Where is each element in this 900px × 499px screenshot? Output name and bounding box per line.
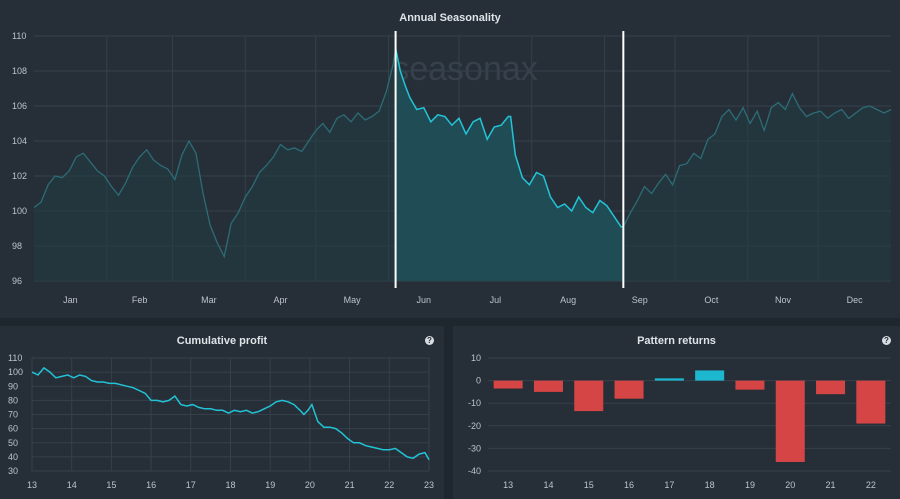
x-tick-label: 14 <box>67 480 77 490</box>
y-tick-label: 80 <box>8 395 18 405</box>
x-tick-label: 15 <box>106 480 116 490</box>
y-tick-label: 40 <box>8 452 18 462</box>
x-tick-label: Oct <box>704 295 719 305</box>
pattern-returns-chart: -40 -30 -20 -10 0 10 13 14 15 16 17 18 19 20 21 22 <box>468 353 891 490</box>
x-tick-label: 21 <box>826 480 836 490</box>
y-tick-label: 10 <box>471 353 481 363</box>
x-tick-label: 18 <box>225 480 235 490</box>
pattern-bar <box>574 380 604 412</box>
y-tick-label: -40 <box>468 466 481 476</box>
y-tick-label: 100 <box>12 206 27 216</box>
x-tick-label: 17 <box>664 480 674 490</box>
question-circle-icon[interactable]: ? <box>882 336 891 345</box>
x-tick-label: May <box>344 295 362 305</box>
x-tick-label: Feb <box>132 295 148 305</box>
x-tick-label: 20 <box>305 480 315 490</box>
y-tick-label: 70 <box>8 410 18 420</box>
x-tick-label: 13 <box>503 480 513 490</box>
x-tick-label: 20 <box>785 480 795 490</box>
y-tick-label: 98 <box>12 241 22 251</box>
y-tick-label: 96 <box>12 276 22 286</box>
x-tick-label: Sep <box>632 295 648 305</box>
x-tick-label: 13 <box>27 480 37 490</box>
y-tick-label: -10 <box>468 398 481 408</box>
y-tick-label: 110 <box>8 353 22 363</box>
y-tick-label: 108 <box>12 66 27 76</box>
x-tick-label: 14 <box>543 480 553 490</box>
pattern-bar <box>775 380 805 462</box>
y-tick-label: 102 <box>12 171 27 181</box>
y-tick-label: 50 <box>8 438 18 448</box>
x-tick-label: 19 <box>265 480 275 490</box>
pattern-bar <box>493 380 523 389</box>
pattern-bar <box>856 380 886 424</box>
x-tick-label: 16 <box>146 480 156 490</box>
x-tick-label: 16 <box>624 480 634 490</box>
x-tick-label: Jun <box>417 295 432 305</box>
pattern-bar <box>816 380 846 395</box>
y-tick-label: 30 <box>8 466 18 476</box>
x-tick-label: 23 <box>424 480 434 490</box>
pattern-bar <box>654 378 684 381</box>
question-circle-icon[interactable]: ? <box>425 336 434 345</box>
x-tick-label: Apr <box>274 295 288 305</box>
x-tick-label: Nov <box>775 295 792 305</box>
y-tick-label: -30 <box>468 443 481 453</box>
x-tick-label: Jan <box>63 295 78 305</box>
pattern-bar <box>735 380 765 390</box>
y-tick-label: 0 <box>476 376 481 386</box>
cumulative-profit-chart: 30 40 50 60 70 80 90 100 110 13 14 15 16 17 18 19 20 21 22… <box>8 353 434 490</box>
y-tick-label: 106 <box>12 101 27 111</box>
selected-line <box>395 48 624 228</box>
watermark: seasonax <box>392 50 538 88</box>
pattern-bar <box>533 380 563 392</box>
x-tick-label: Jul <box>490 295 502 305</box>
y-tick-label: 100 <box>8 367 23 377</box>
x-tick-label: 18 <box>705 480 715 490</box>
cumulative-profit-line <box>31 366 430 461</box>
x-tick-label: Mar <box>201 295 217 305</box>
y-tick-label: -20 <box>468 421 481 431</box>
x-tick-label: 22 <box>866 480 876 490</box>
x-tick-label: 21 <box>345 480 355 490</box>
y-tick-label: 104 <box>12 136 27 146</box>
x-tick-label: 17 <box>186 480 196 490</box>
y-tick-label: 60 <box>8 424 18 434</box>
annual-seasonality-chart: seasonax 96 98 100 102 104 106 108 110 Jan Feb Mar A… <box>12 31 892 305</box>
y-tick-label: 90 <box>8 381 18 391</box>
pattern-bar <box>614 380 644 399</box>
x-tick-label: 15 <box>584 480 594 490</box>
x-tick-label: 19 <box>745 480 755 490</box>
cumulative-profit-panel: Cumulative profit ? 30 40 50 60 70 80 90 100 110… <box>0 326 444 499</box>
pattern-bar <box>695 370 725 381</box>
x-tick-label: Aug <box>560 295 576 305</box>
selected-area <box>395 48 624 281</box>
x-tick-label: Dec <box>847 295 864 305</box>
annual-seasonality-title: Annual Seasonality <box>399 12 501 24</box>
pattern-returns-panel: Pattern returns ? -40 -30 -20 -10 0 10 13 14 15 1… <box>453 326 900 499</box>
x-tick-label: 22 <box>384 480 394 490</box>
cumulative-profit-title: Cumulative profit <box>176 335 268 347</box>
y-tick-label: 110 <box>12 31 26 41</box>
pattern-returns-title: Pattern returns <box>637 335 716 347</box>
annual-seasonality-panel: Annual Seasonality seasonax 96 98 100 102 104… <box>12 12 892 305</box>
